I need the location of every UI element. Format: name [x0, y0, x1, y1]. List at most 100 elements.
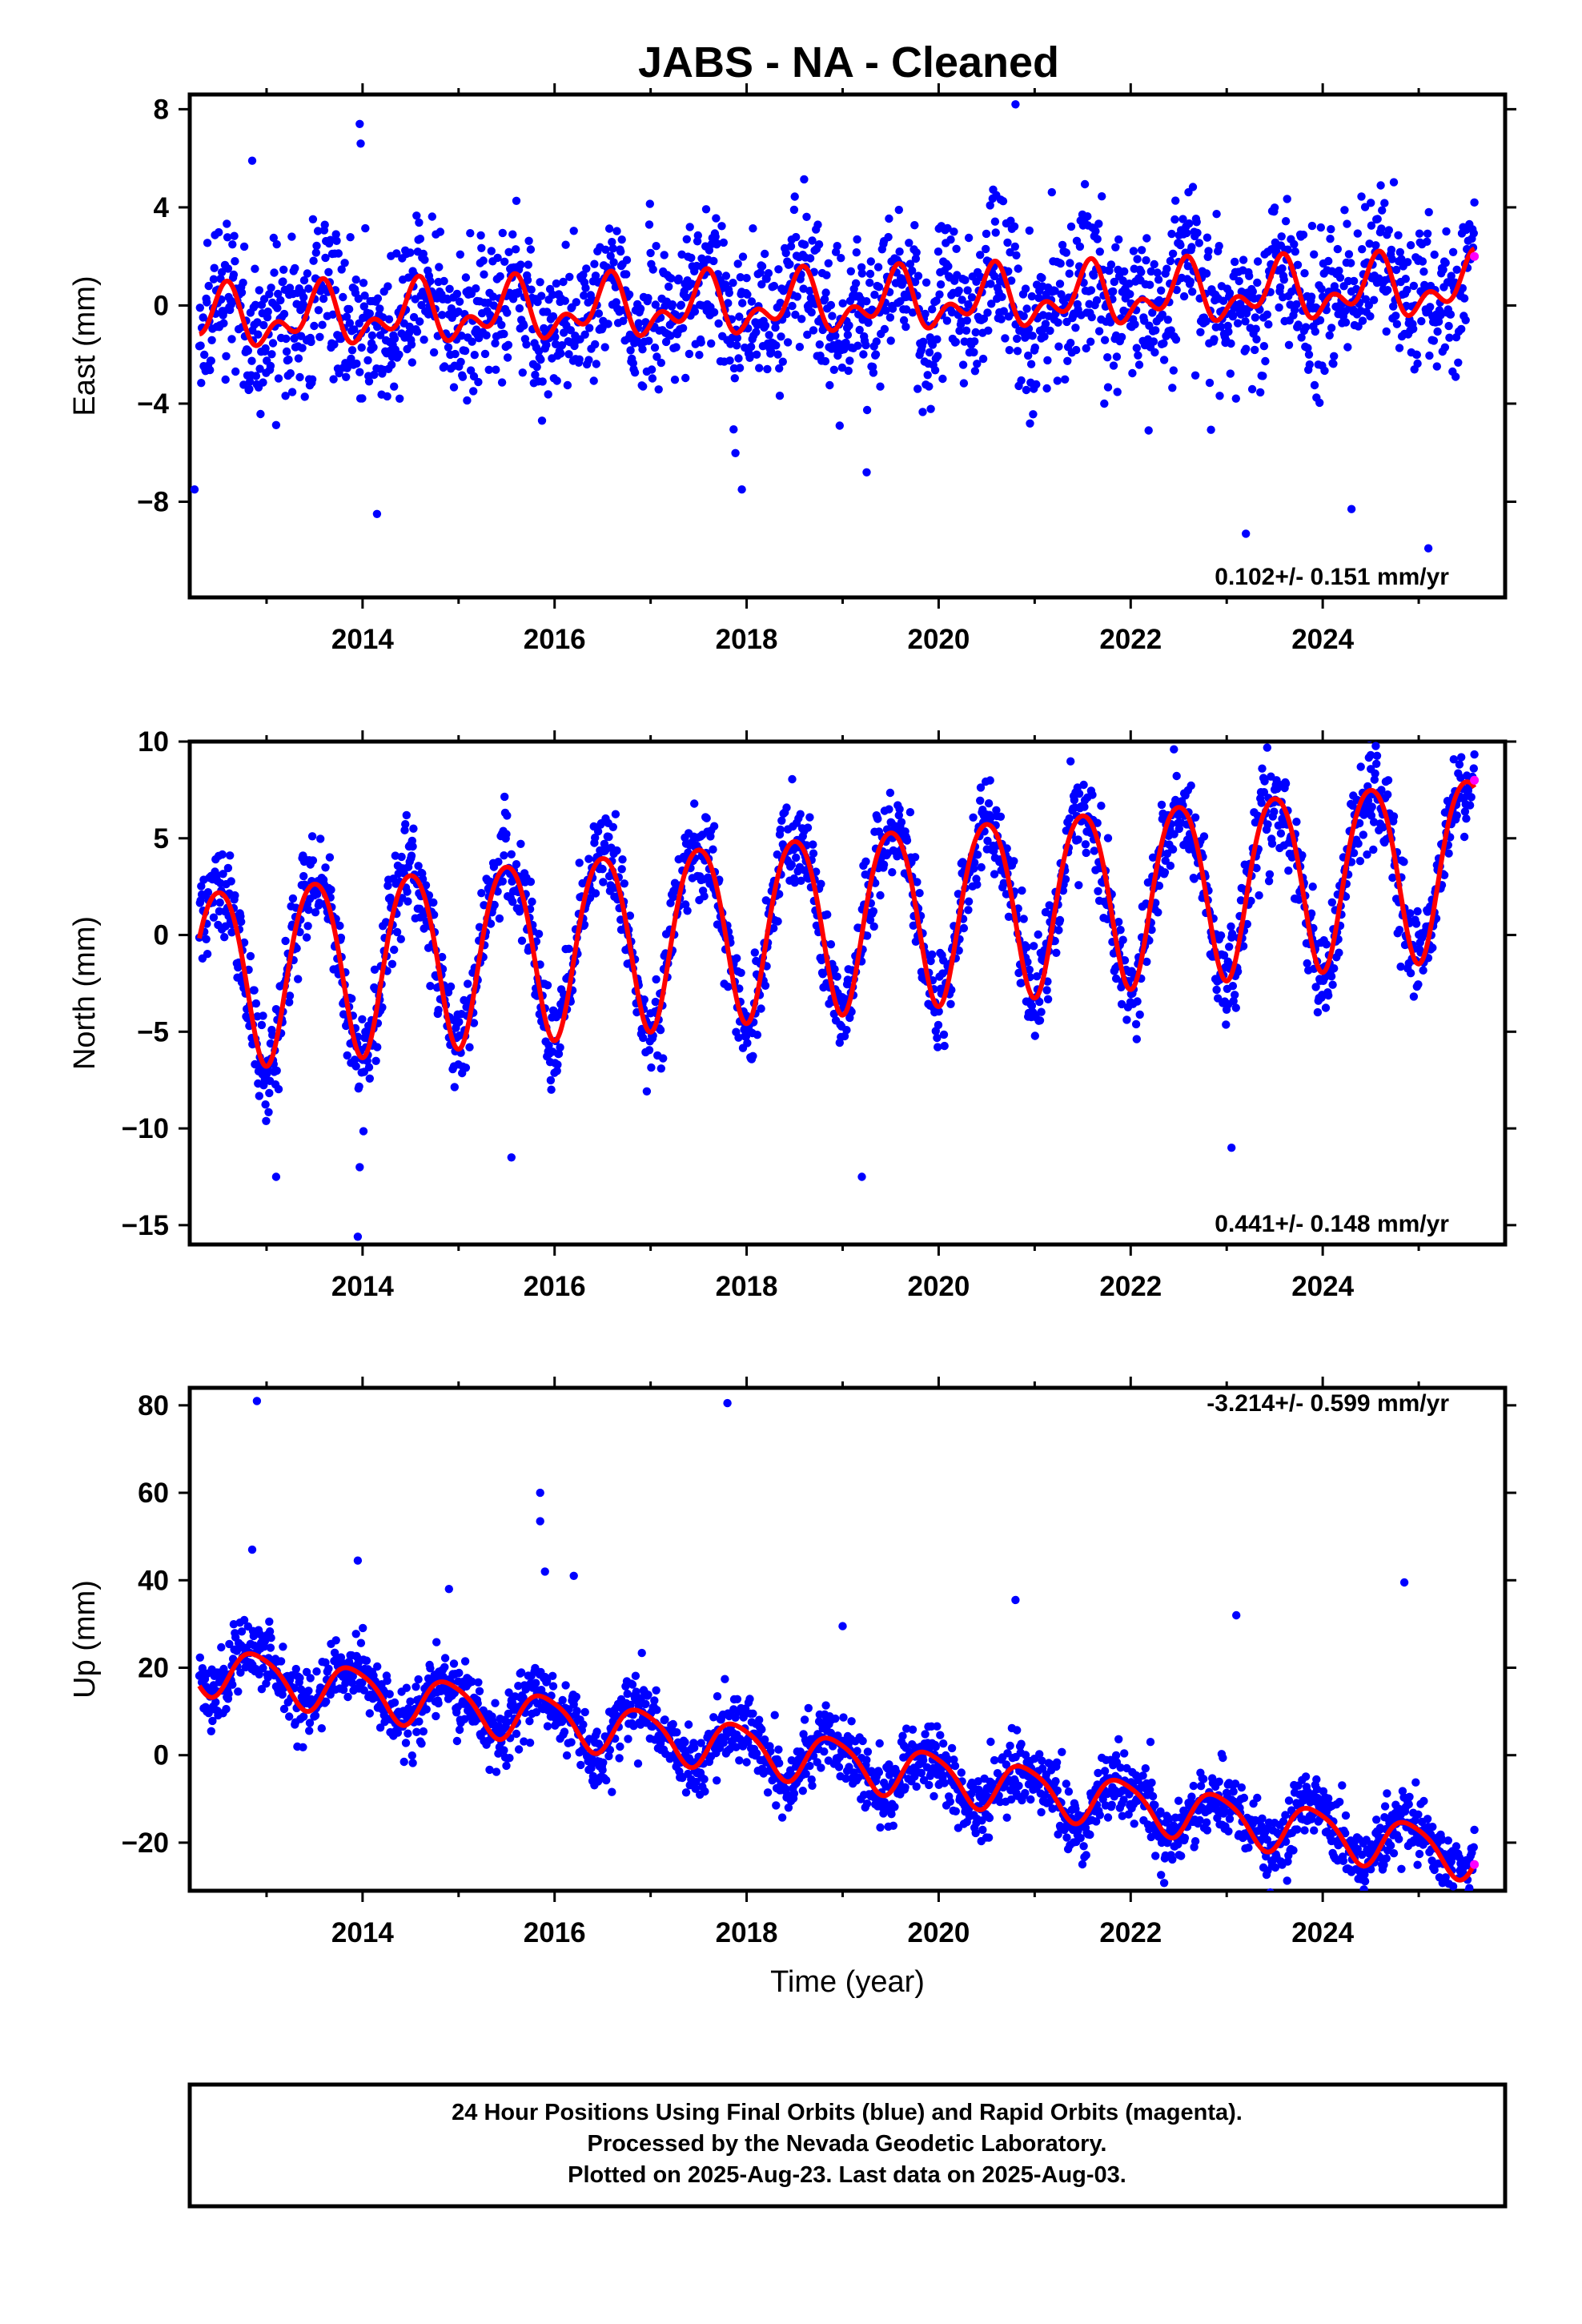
data-point [987, 300, 996, 308]
data-point [1013, 347, 1022, 356]
data-point [1377, 224, 1386, 233]
data-point [490, 900, 499, 910]
data-point [1340, 206, 1349, 215]
data-point [415, 218, 424, 227]
data-point [569, 227, 578, 235]
data-point [1372, 759, 1381, 768]
data-point [401, 819, 410, 829]
data-point [873, 263, 883, 271]
data-point [731, 448, 740, 457]
data-point [733, 341, 741, 350]
data-point [247, 356, 256, 365]
data-point [1355, 818, 1364, 828]
data-point [1229, 996, 1238, 1006]
data-point [1114, 235, 1123, 244]
data-point [749, 224, 757, 233]
data-point [964, 233, 974, 243]
data-point [642, 1087, 652, 1096]
data-point [1423, 237, 1431, 246]
data-point [1321, 1003, 1331, 1012]
data-point [267, 283, 275, 292]
data-point [1303, 344, 1312, 352]
data-point [383, 392, 391, 401]
data-point [1387, 245, 1396, 255]
data-point [775, 392, 785, 400]
data-point [1455, 732, 1463, 740]
outlier-point [1347, 505, 1356, 513]
data-point [973, 850, 982, 859]
data-point [202, 935, 211, 944]
data-point [857, 263, 866, 271]
data-point [845, 321, 853, 330]
data-point [1111, 243, 1120, 251]
data-point [237, 288, 247, 297]
data-point [1412, 350, 1422, 360]
data-point [982, 229, 991, 239]
data-point [648, 374, 657, 383]
data-point [313, 890, 322, 899]
data-point [789, 205, 799, 215]
data-point [498, 228, 507, 238]
data-point [508, 1699, 517, 1708]
data-point [231, 367, 240, 376]
data-point [1366, 312, 1375, 321]
data-point [572, 298, 580, 307]
data-point [514, 1682, 523, 1691]
data-point [895, 247, 904, 256]
data-point [204, 281, 213, 291]
data-point [885, 214, 893, 223]
data-point [661, 1715, 669, 1724]
data-point [1295, 895, 1303, 904]
data-point [553, 1060, 562, 1069]
data-point [919, 337, 928, 346]
data-point [406, 248, 415, 257]
data-point [1263, 310, 1272, 319]
data-point [869, 907, 878, 916]
data-point [908, 308, 917, 317]
data-point [876, 382, 885, 391]
data-point [452, 289, 462, 299]
data-point [217, 1642, 226, 1652]
data-point [639, 382, 648, 391]
data-point [267, 350, 276, 359]
data-point [477, 889, 486, 898]
data-point [862, 297, 871, 306]
data-point [1452, 811, 1461, 820]
data-point [777, 332, 785, 341]
data-point [656, 1064, 665, 1073]
data-point [503, 811, 512, 820]
data-point [261, 344, 270, 353]
data-point [624, 1735, 632, 1743]
data-point [203, 950, 212, 959]
data-point [1367, 199, 1375, 207]
data-point [800, 240, 809, 249]
data-point [351, 1062, 360, 1071]
data-point [451, 349, 460, 359]
data-point [408, 358, 416, 367]
data-point [1071, 324, 1080, 332]
data-point [217, 267, 227, 277]
data-point [881, 306, 890, 315]
data-point [1055, 915, 1065, 925]
data-point [634, 319, 643, 328]
data-point [412, 211, 421, 220]
data-point [1148, 853, 1158, 862]
data-point [1349, 849, 1359, 858]
data-point [1019, 312, 1028, 320]
data-point [1143, 878, 1153, 887]
data-point [851, 279, 861, 287]
data-point [383, 1676, 391, 1685]
data-point [1413, 359, 1422, 368]
data-point [1297, 333, 1306, 342]
data-point [1030, 343, 1040, 352]
data-point [895, 805, 904, 814]
data-point [1276, 829, 1286, 838]
data-point [251, 999, 261, 1008]
data-point [651, 997, 660, 1007]
data-point [821, 356, 830, 366]
data-point [1153, 268, 1162, 277]
data-point [302, 933, 311, 942]
data-point [219, 870, 227, 879]
final-orbit-points [190, 100, 1479, 553]
